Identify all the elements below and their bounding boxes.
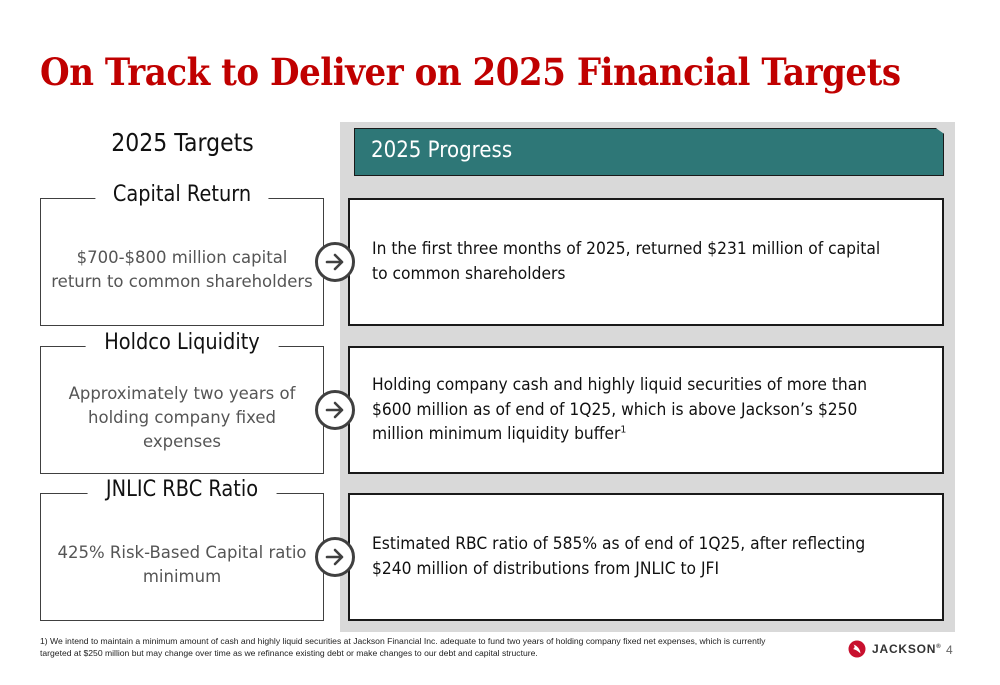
footnote: 1) We intend to maintain a minimum amoun… [40,636,766,658]
jackson-logo-icon [848,640,866,658]
arrow-right-icon [315,242,355,282]
page-number: 4 [946,643,953,657]
progress-text: Estimated RBC ratio of 585% as of end of… [372,534,866,578]
arrow-right-icon [315,390,355,430]
progress-heading: 2025 Progress [371,138,513,163]
target-label: Holdco Liquidity [85,330,279,355]
progress-box-capital-return: In the first three months of 2025, retur… [348,198,944,326]
targets-heading: 2025 Targets [111,128,254,157]
target-box-holdco-liquidity: Holdco Liquidity Approximately two years… [40,330,324,474]
progress-text: In the first three months of 2025, retur… [372,239,881,283]
progress-box-holdco-liquidity: Holding company cash and highly liquid s… [348,346,944,474]
footnote-marker: 1 [620,424,627,436]
progress-heading-banner: 2025 Progress [354,128,944,176]
target-description: 425% Risk-Based Capital ratio minimum [57,543,307,586]
target-label: Capital Return [95,182,269,207]
target-box-capital-return: Capital Return $700-$800 million capital… [40,182,324,326]
jackson-logo: JACKSON® [848,640,942,658]
target-box-jnlic-rbc-ratio: JNLIC RBC Ratio 425% Risk-Based Capital … [40,477,324,621]
arrow-right-icon [315,537,355,577]
target-label: JNLIC RBC Ratio [87,477,277,502]
target-description: $700-$800 million capital return to comm… [51,248,313,291]
progress-box-jnlic-rbc-ratio: Estimated RBC ratio of 585% as of end of… [348,493,944,621]
target-description: Approximately two years of holding compa… [68,384,296,451]
progress-text: Holding company cash and highly liquid s… [372,374,868,444]
logo-text: JACKSON® [872,642,942,656]
slide-title: On Track to Deliver on 2025 Financial Ta… [40,50,901,94]
